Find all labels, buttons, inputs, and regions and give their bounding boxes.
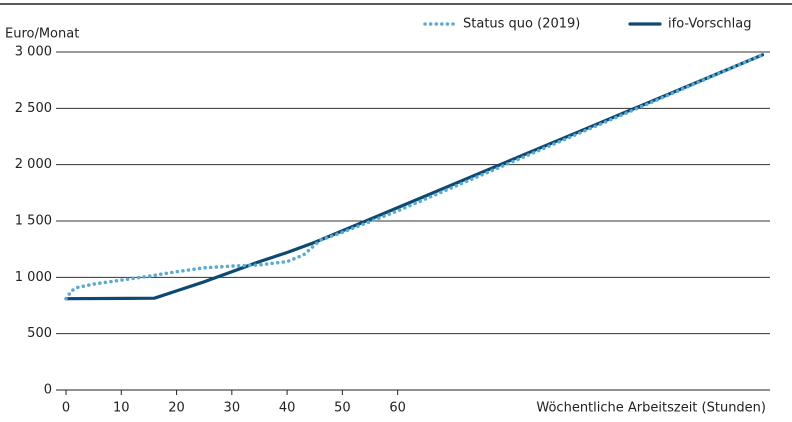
x-axis-label: Wöchentliche Arbeitszeit (Stunden)	[536, 401, 766, 416]
x-tick-label: 60	[389, 401, 406, 416]
y-tick-label: 500	[27, 326, 52, 341]
x-tick-label: 40	[279, 401, 296, 416]
y-tick-label: 3 000	[15, 45, 52, 60]
x-tick-label: 30	[224, 401, 241, 416]
legend-label: Status quo (2019)	[463, 17, 580, 32]
series-line	[64, 53, 765, 301]
x-tick-label: 0	[62, 401, 70, 416]
y-tick-label: 1 000	[15, 270, 52, 285]
y-tick-label: 1 500	[15, 214, 52, 229]
x-tick-label: 10	[113, 401, 130, 416]
series-line	[64, 53, 765, 301]
x-tick-label: 20	[168, 401, 185, 416]
legend-label: ifo-Vorschlag	[668, 17, 751, 32]
x-tick-label: 50	[334, 401, 351, 416]
y-tick-label: 2 000	[15, 157, 52, 172]
y-axis-label: Euro/Monat	[5, 27, 79, 42]
y-tick-label: 2 500	[15, 101, 52, 116]
y-tick-label: 0	[44, 383, 52, 398]
